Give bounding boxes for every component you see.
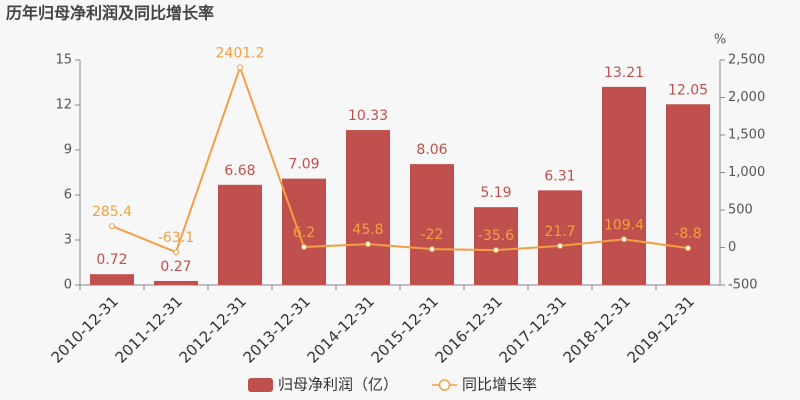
bar-value-label: 6.68 — [224, 163, 255, 179]
line-point — [685, 245, 691, 252]
line-point — [173, 249, 179, 256]
bar — [90, 274, 134, 285]
bar-value-label: 0.27 — [160, 259, 191, 275]
chart-title: 历年归母净利润及同比增长率 — [6, 4, 214, 23]
x-tick-label: 2017-12-31 — [496, 292, 570, 366]
bar — [154, 280, 198, 285]
line-value-label: -63.1 — [158, 230, 194, 246]
legend-swatch-point — [438, 379, 451, 391]
line-point — [557, 242, 563, 249]
bar-value-label: 8.06 — [416, 142, 447, 158]
y2-tick-label: 500 — [728, 203, 753, 218]
bar — [346, 130, 390, 285]
y2-tick-label: 1,000 — [728, 165, 765, 180]
line-value-label: 6.2 — [293, 225, 315, 241]
y-tick-label: 12 — [55, 98, 72, 113]
bar-value-label: 10.33 — [348, 108, 388, 124]
legend-label: 归母净利润（亿） — [278, 376, 398, 394]
bar — [282, 178, 326, 285]
bar-value-label: 0.72 — [96, 252, 127, 268]
line-point — [493, 247, 499, 254]
bar-value-label: 7.09 — [288, 157, 319, 173]
line-point — [109, 223, 115, 230]
bar-value-label: 12.05 — [668, 82, 708, 98]
y2-tick-label: 1,500 — [728, 128, 765, 143]
bar-value-label: 6.31 — [544, 168, 575, 184]
line-value-label: -35.6 — [478, 228, 514, 244]
y-tick-label: 15 — [55, 53, 72, 68]
y-tick-label: 9 — [64, 143, 72, 158]
line-value-label: -22 — [421, 227, 444, 243]
line-value-label: 45.8 — [352, 222, 383, 238]
line-value-label: 21.7 — [544, 224, 575, 240]
bar-value-label: 13.21 — [604, 65, 644, 81]
x-tick-label: 2015-12-31 — [368, 292, 442, 366]
line-point — [237, 64, 243, 71]
legend-swatch — [248, 378, 273, 392]
y2-tick-label: 2,500 — [728, 53, 765, 68]
line-point — [365, 241, 371, 248]
y2-tick-label: 2,000 — [728, 90, 765, 105]
x-tick-label: 2018-12-31 — [560, 292, 634, 366]
line-point — [621, 236, 627, 243]
bar — [538, 190, 582, 285]
y-tick-label: 6 — [64, 188, 72, 203]
line-point — [429, 246, 435, 253]
line-value-label: 285.4 — [92, 204, 132, 220]
y2-axis-label: % — [714, 33, 726, 48]
line-value-label: -8.8 — [674, 226, 701, 242]
bar-value-label: 5.19 — [480, 185, 511, 201]
line-point — [301, 244, 307, 251]
legend-label: 同比增长率 — [462, 376, 537, 394]
bar — [218, 184, 262, 285]
bar — [410, 164, 454, 285]
bar — [666, 104, 710, 285]
y2-tick-label: 0 — [728, 240, 736, 255]
x-tick-label: 2019-12-31 — [624, 292, 698, 366]
y-tick-label: 3 — [64, 233, 72, 248]
line-value-label: 2401.2 — [216, 45, 265, 61]
x-tick-label: 2013-12-31 — [240, 292, 314, 366]
bar — [602, 86, 646, 285]
y2-tick-label: -500 — [728, 278, 758, 293]
x-tick-label: 2010-12-31 — [48, 292, 122, 366]
line-value-label: 109.4 — [604, 217, 644, 233]
x-tick-label: 2011-12-31 — [112, 292, 186, 366]
y-tick-label: 0 — [64, 278, 72, 293]
x-tick-label: 2012-12-31 — [176, 292, 250, 366]
line — [111, 64, 689, 254]
x-tick-label: 2016-12-31 — [432, 292, 506, 366]
bar — [474, 207, 518, 285]
x-tick-label: 2014-12-31 — [304, 292, 378, 366]
